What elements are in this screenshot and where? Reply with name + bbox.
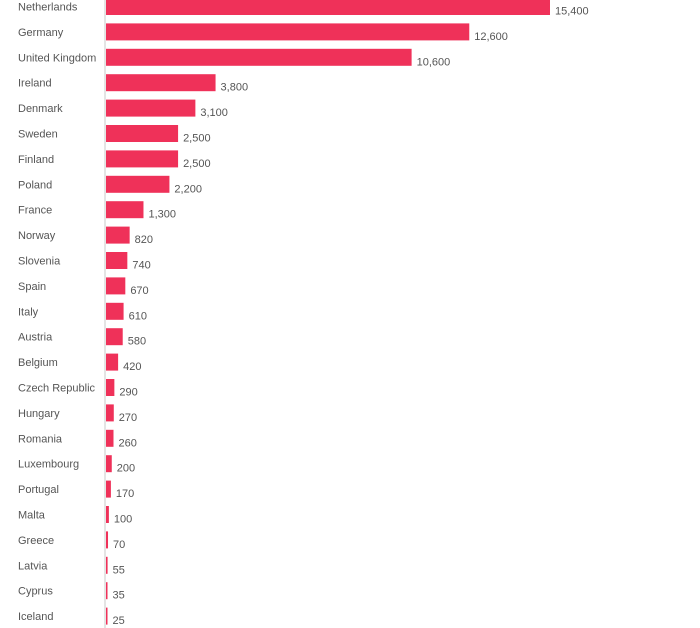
category-label: Slovenia <box>18 256 61 268</box>
bar-finland <box>106 150 179 168</box>
category-label: Finland <box>18 154 54 166</box>
category-label: Norway <box>18 230 56 242</box>
category-label: Latvia <box>18 560 48 572</box>
category-label: Spain <box>18 281 46 293</box>
category-label: France <box>18 205 52 217</box>
category-label: United Kingdom <box>18 52 96 64</box>
value-label: 170 <box>116 488 134 500</box>
bar-austria <box>106 328 123 346</box>
value-label: 260 <box>118 437 136 449</box>
value-label: 10,600 <box>417 56 451 68</box>
value-label: 2,200 <box>174 183 202 195</box>
value-label: 290 <box>119 387 137 399</box>
value-label: 1,300 <box>148 209 176 221</box>
bar-poland <box>106 175 170 193</box>
bar-greece <box>106 531 109 549</box>
bar-sweden <box>106 125 179 142</box>
value-label: 580 <box>128 336 146 348</box>
category-label: Poland <box>18 179 52 191</box>
bar-germany <box>106 23 470 41</box>
value-label: 100 <box>114 514 132 526</box>
value-label: 670 <box>130 285 148 297</box>
bar-romania <box>106 429 114 447</box>
value-label: 820 <box>135 234 153 246</box>
bar-italy <box>106 302 124 320</box>
category-label: Cyprus <box>18 586 53 598</box>
value-label: 2,500 <box>183 133 211 145</box>
bar-ireland <box>106 74 216 92</box>
category-label: Portugal <box>18 484 59 496</box>
value-label: 2,500 <box>183 158 211 170</box>
bar-belgium <box>106 353 119 371</box>
bar-iceland <box>106 607 108 625</box>
category-label: Sweden <box>18 129 58 141</box>
value-label: 70 <box>113 539 125 551</box>
category-label: Ireland <box>18 78 52 90</box>
value-label: 740 <box>132 260 150 272</box>
category-label: Luxembourg <box>18 459 79 471</box>
bar-denmark <box>106 99 196 117</box>
bar-czech-republic <box>106 379 115 396</box>
bar-slovenia <box>106 252 128 269</box>
category-label: Denmark <box>18 103 63 115</box>
category-label: Italy <box>18 306 39 318</box>
bars-group <box>106 0 550 625</box>
category-label: Belgium <box>18 357 58 369</box>
bar-cyprus <box>106 582 108 600</box>
bar-portugal <box>106 480 111 498</box>
value-label: 3,100 <box>200 107 228 119</box>
value-label: 3,800 <box>221 82 249 94</box>
category-label: Czech Republic <box>18 383 96 395</box>
value-label: 610 <box>129 310 147 322</box>
value-labels-group: 15,400 12,600 10,600 3,800 3,100 2,500 2,500 2,… <box>113 6 589 628</box>
value-label: 200 <box>117 463 135 475</box>
category-label: Hungary <box>18 408 60 420</box>
category-label: Romania <box>18 433 63 445</box>
category-label: Germany <box>18 27 64 39</box>
bar-united-kingdom <box>106 48 412 66</box>
category-label: Malta <box>18 510 46 522</box>
value-label: 12,600 <box>474 31 508 43</box>
bar-norway <box>106 226 130 244</box>
bar-luxembourg <box>106 455 112 473</box>
value-label: 25 <box>113 615 125 627</box>
value-label: 15,400 <box>555 6 589 18</box>
bar-france <box>106 201 144 219</box>
category-label: Austria <box>18 332 53 344</box>
bar-spain <box>106 277 126 295</box>
category-label: Iceland <box>18 611 53 623</box>
bar-netherlands <box>106 0 550 15</box>
category-label: Netherlands <box>18 2 78 14</box>
value-label: 55 <box>113 564 125 576</box>
value-label: 35 <box>113 590 125 602</box>
bar-latvia <box>106 556 108 574</box>
value-label: 420 <box>123 361 141 373</box>
bar-hungary <box>106 404 114 422</box>
bar-malta <box>106 506 109 523</box>
category-label: Greece <box>18 535 54 547</box>
value-label: 270 <box>119 412 137 424</box>
category-labels-group: Netherlands Germany United Kingdom Ireland D… <box>18 2 96 624</box>
